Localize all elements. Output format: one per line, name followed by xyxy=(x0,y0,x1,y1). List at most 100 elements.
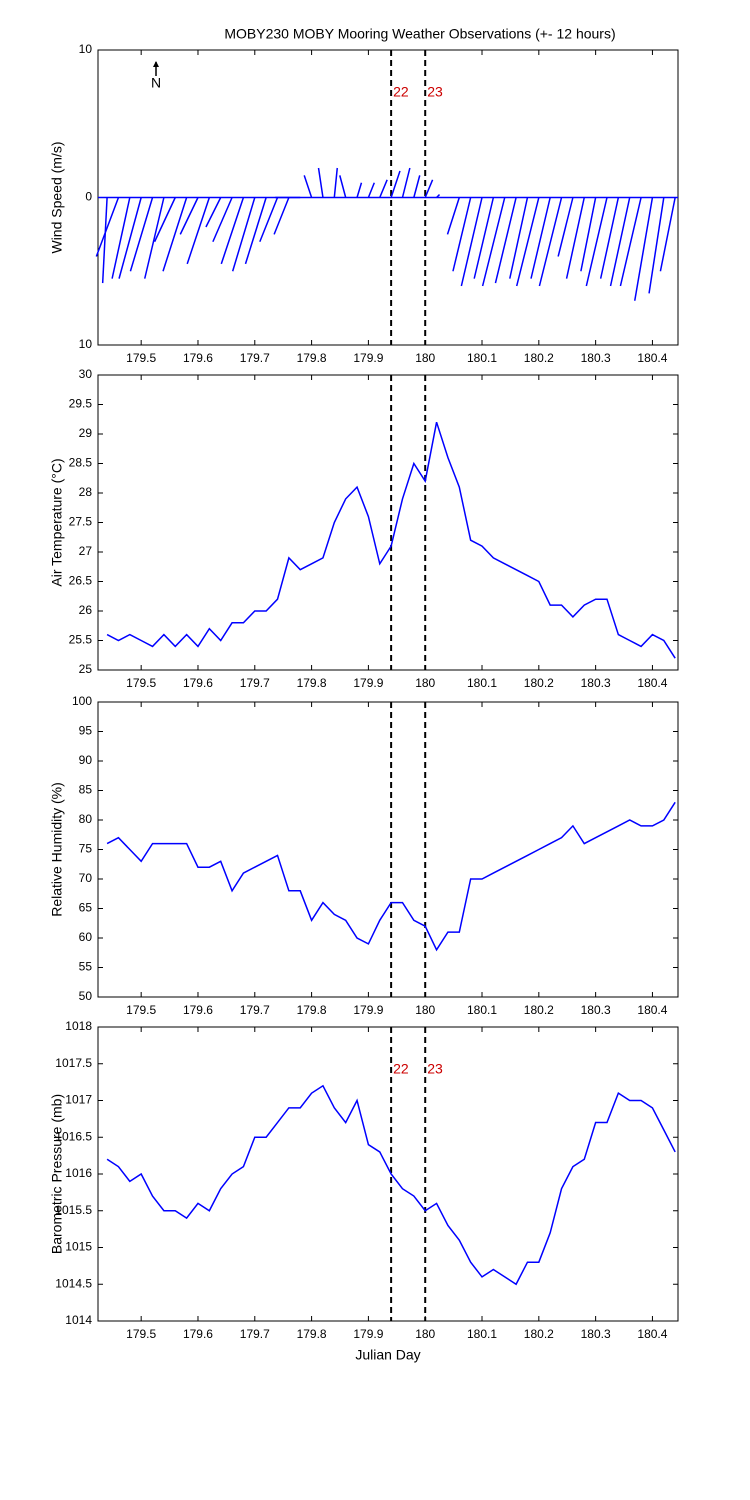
x-tick-label: 180.2 xyxy=(524,1003,554,1017)
wind-stick xyxy=(460,197,483,287)
wind-stick xyxy=(509,197,529,279)
y-tick-label: 1015.5 xyxy=(55,1203,92,1217)
x-tick-label: 180.2 xyxy=(524,351,554,365)
y-tick-label: 80 xyxy=(79,812,93,826)
x-tick-label: 180.1 xyxy=(467,1003,497,1017)
wind-stick xyxy=(153,197,176,243)
data-line xyxy=(106,801,676,952)
x-tick-label: 179.8 xyxy=(297,351,327,365)
wind-stick xyxy=(129,197,154,272)
wind-stick xyxy=(538,197,563,287)
wind-stick xyxy=(179,197,199,235)
y-tick-label: 70 xyxy=(79,871,93,885)
plot-frame xyxy=(97,701,679,998)
x-tick-label: 180.3 xyxy=(581,351,611,365)
event-label: 23 xyxy=(427,1061,443,1077)
x-tick-label: 179.7 xyxy=(240,1003,270,1017)
x-tick-label: 180.1 xyxy=(467,676,497,690)
y-tick-label: 1018 xyxy=(65,1019,92,1033)
wind-stick xyxy=(244,197,267,265)
y-tick-label: 1017.5 xyxy=(55,1056,92,1070)
x-tick-label: 180.1 xyxy=(467,1327,497,1341)
y-tick-label: 1014 xyxy=(65,1313,92,1327)
x-tick-label: 180.1 xyxy=(467,351,497,365)
y-tick-label: 85 xyxy=(79,783,93,797)
x-tick-label: 179.5 xyxy=(126,676,156,690)
y-tick-label: 27 xyxy=(79,544,93,558)
y-tick-label: 26.5 xyxy=(69,574,93,588)
x-tick-label: 180.3 xyxy=(581,1327,611,1341)
wind-stick xyxy=(273,197,290,235)
x-tick-label: 179.6 xyxy=(183,351,213,365)
y-tick-label: 55 xyxy=(79,960,93,974)
wind-stick xyxy=(111,197,131,279)
north-arrow-head xyxy=(153,61,159,67)
wind-stick xyxy=(367,182,375,198)
wind-stick xyxy=(565,197,586,279)
y-axis-label: Barometric Pressure (mb) xyxy=(49,1094,65,1254)
y-tick-label: 65 xyxy=(79,901,93,915)
y-tick-label: 28.5 xyxy=(69,456,93,470)
x-axis-label: Julian Day xyxy=(355,1347,420,1363)
y-tick-label: 60 xyxy=(79,930,93,944)
event-label: 23 xyxy=(427,84,443,100)
y-tick-label: 100 xyxy=(72,694,92,708)
x-tick-label: 179.5 xyxy=(126,351,156,365)
wind-stick xyxy=(659,197,676,272)
x-tick-label: 180.4 xyxy=(637,1003,667,1017)
y-tick-label: 1016.5 xyxy=(55,1129,92,1143)
wind-stick xyxy=(220,197,245,265)
x-tick-label: 179.7 xyxy=(240,351,270,365)
wind-stick xyxy=(599,197,620,279)
y-tick-label: 30 xyxy=(79,367,93,381)
y-tick-label: 1014.5 xyxy=(55,1276,92,1290)
event-label: 22 xyxy=(393,84,409,100)
x-tick-label: 180.4 xyxy=(637,1327,667,1341)
y-tick-label: 26 xyxy=(79,603,93,617)
x-tick-label: 180 xyxy=(415,351,435,365)
x-tick-label: 179.5 xyxy=(126,1327,156,1341)
wind-stick xyxy=(356,182,363,198)
wind-stick xyxy=(413,175,421,198)
x-tick-label: 180 xyxy=(415,676,435,690)
data-line xyxy=(106,1084,676,1286)
x-tick-label: 179.5 xyxy=(126,1003,156,1017)
y-tick-label: 29 xyxy=(79,426,93,440)
wind-stick xyxy=(259,197,279,243)
wind-stick xyxy=(633,197,654,301)
wind-stick xyxy=(580,197,597,272)
y-axis-label: Wind Speed (m/s) xyxy=(49,141,65,253)
y-tick-label: 75 xyxy=(79,842,93,856)
wind-stick xyxy=(379,179,388,198)
plot-frame xyxy=(97,1026,679,1322)
y-tick-label: 10 xyxy=(79,337,93,351)
wind-stick xyxy=(317,167,324,198)
wind-stick xyxy=(557,197,574,257)
y-tick-label: 90 xyxy=(79,753,93,767)
x-tick-label: 179.9 xyxy=(353,1327,383,1341)
y-tick-label: 28 xyxy=(79,485,93,499)
wind-stick xyxy=(473,197,495,279)
y-tick-label: 1015 xyxy=(65,1240,92,1254)
y-tick-label: 1016 xyxy=(65,1166,92,1180)
wind-stick xyxy=(162,197,188,272)
x-tick-label: 179.6 xyxy=(183,676,213,690)
x-tick-label: 180.4 xyxy=(637,351,667,365)
wind-stick xyxy=(585,197,608,287)
data-line xyxy=(106,421,676,659)
wind-stick xyxy=(390,170,401,198)
x-tick-label: 179.9 xyxy=(353,676,383,690)
wind-stick xyxy=(186,197,211,265)
wind-stick xyxy=(436,194,441,199)
x-tick-label: 179.6 xyxy=(183,1003,213,1017)
wind-stick xyxy=(339,175,347,198)
y-axis-label: Air Temperature (°C) xyxy=(49,458,65,586)
y-tick-label: 95 xyxy=(79,724,93,738)
event-label: 22 xyxy=(393,1061,409,1077)
wind-stick xyxy=(619,197,642,287)
x-tick-label: 180 xyxy=(415,1003,435,1017)
north-label: N xyxy=(151,75,161,91)
wind-stick xyxy=(95,197,120,257)
wind-stick xyxy=(333,167,339,198)
